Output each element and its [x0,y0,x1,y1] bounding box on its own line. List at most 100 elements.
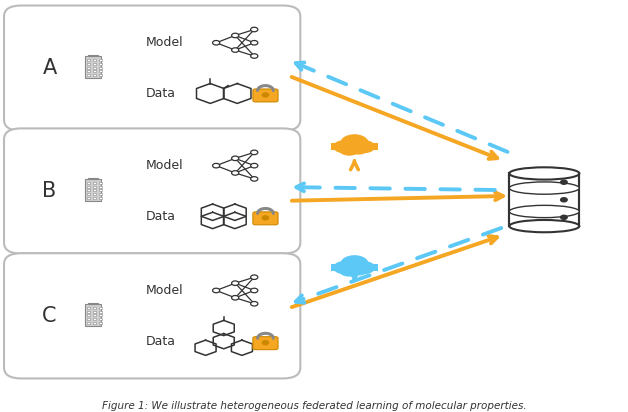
Bar [99,193,102,195]
Bar [93,318,95,320]
Text: B: B [42,181,57,201]
Bar [93,197,95,199]
Circle shape [263,93,269,97]
Bar [87,63,90,65]
Circle shape [232,48,239,52]
Circle shape [232,33,239,38]
Bar [87,322,90,324]
FancyBboxPatch shape [4,129,300,254]
Text: A: A [42,58,57,78]
Text: Data: Data [146,210,176,223]
Circle shape [263,341,269,344]
Bar [99,318,102,320]
Text: Data: Data [146,87,176,100]
Bar [99,190,102,192]
Circle shape [232,281,239,286]
Bar [99,322,102,324]
Circle shape [340,134,369,152]
FancyBboxPatch shape [4,253,300,379]
FancyBboxPatch shape [253,212,278,225]
Circle shape [251,288,258,293]
Bar [99,63,102,65]
Circle shape [251,54,258,58]
Bar [89,55,98,56]
Circle shape [354,261,375,274]
Circle shape [349,263,369,276]
Bar [87,197,90,199]
Circle shape [561,215,567,219]
Bar [87,67,90,68]
Circle shape [338,263,360,276]
Bar [85,304,101,326]
Bar [87,186,90,188]
Ellipse shape [509,205,579,218]
Circle shape [340,255,369,273]
Bar [99,197,102,199]
Bar [93,311,95,313]
Text: Data: Data [146,335,176,348]
Bar [93,186,95,188]
Circle shape [232,156,239,161]
Circle shape [212,40,220,45]
Text: Model: Model [146,284,183,297]
Bar [87,193,90,195]
Bar [93,70,95,72]
Text: C: C [42,306,57,326]
Bar [87,307,90,309]
FancyBboxPatch shape [253,337,278,350]
Bar [87,182,90,184]
Bar [93,307,95,309]
Circle shape [333,140,354,153]
Bar [99,307,102,309]
Bar [87,318,90,320]
Bar [93,322,95,324]
Circle shape [212,164,220,168]
Bar [93,67,95,68]
Text: Figure 1: We illustrate heterogeneous federated learning of molecular properties: Figure 1: We illustrate heterogeneous fe… [102,401,526,411]
Bar [87,311,90,313]
Bar [93,74,95,76]
Bar [85,179,101,201]
Bar [99,311,102,313]
Bar [87,190,90,192]
Circle shape [263,216,269,220]
Circle shape [333,261,354,274]
Bar [331,143,377,150]
Ellipse shape [509,182,579,194]
Bar [89,302,98,304]
Circle shape [251,177,258,181]
Text: Model: Model [146,36,183,49]
Bar [93,59,95,61]
Bar [87,74,90,76]
Circle shape [251,150,258,154]
Text: Model: Model [146,159,183,172]
Ellipse shape [509,167,579,180]
Bar [93,190,95,192]
Bar [93,182,95,184]
Circle shape [349,142,369,154]
Bar [87,314,90,316]
Circle shape [354,140,375,153]
Bar [99,74,102,76]
Circle shape [212,288,220,293]
Circle shape [251,275,258,279]
Ellipse shape [509,220,579,232]
Bar [87,59,90,61]
Bar [89,178,98,179]
Circle shape [251,302,258,306]
Bar [331,264,377,271]
FancyBboxPatch shape [253,89,278,102]
Bar [99,70,102,72]
Bar [93,314,95,316]
Bar [87,70,90,72]
Bar [99,314,102,316]
Bar [93,193,95,195]
Circle shape [338,142,360,156]
Circle shape [251,40,258,45]
Circle shape [232,171,239,175]
Circle shape [561,198,567,202]
Bar [99,67,102,68]
Bar [99,186,102,188]
Circle shape [561,180,567,184]
Bar [93,63,95,65]
